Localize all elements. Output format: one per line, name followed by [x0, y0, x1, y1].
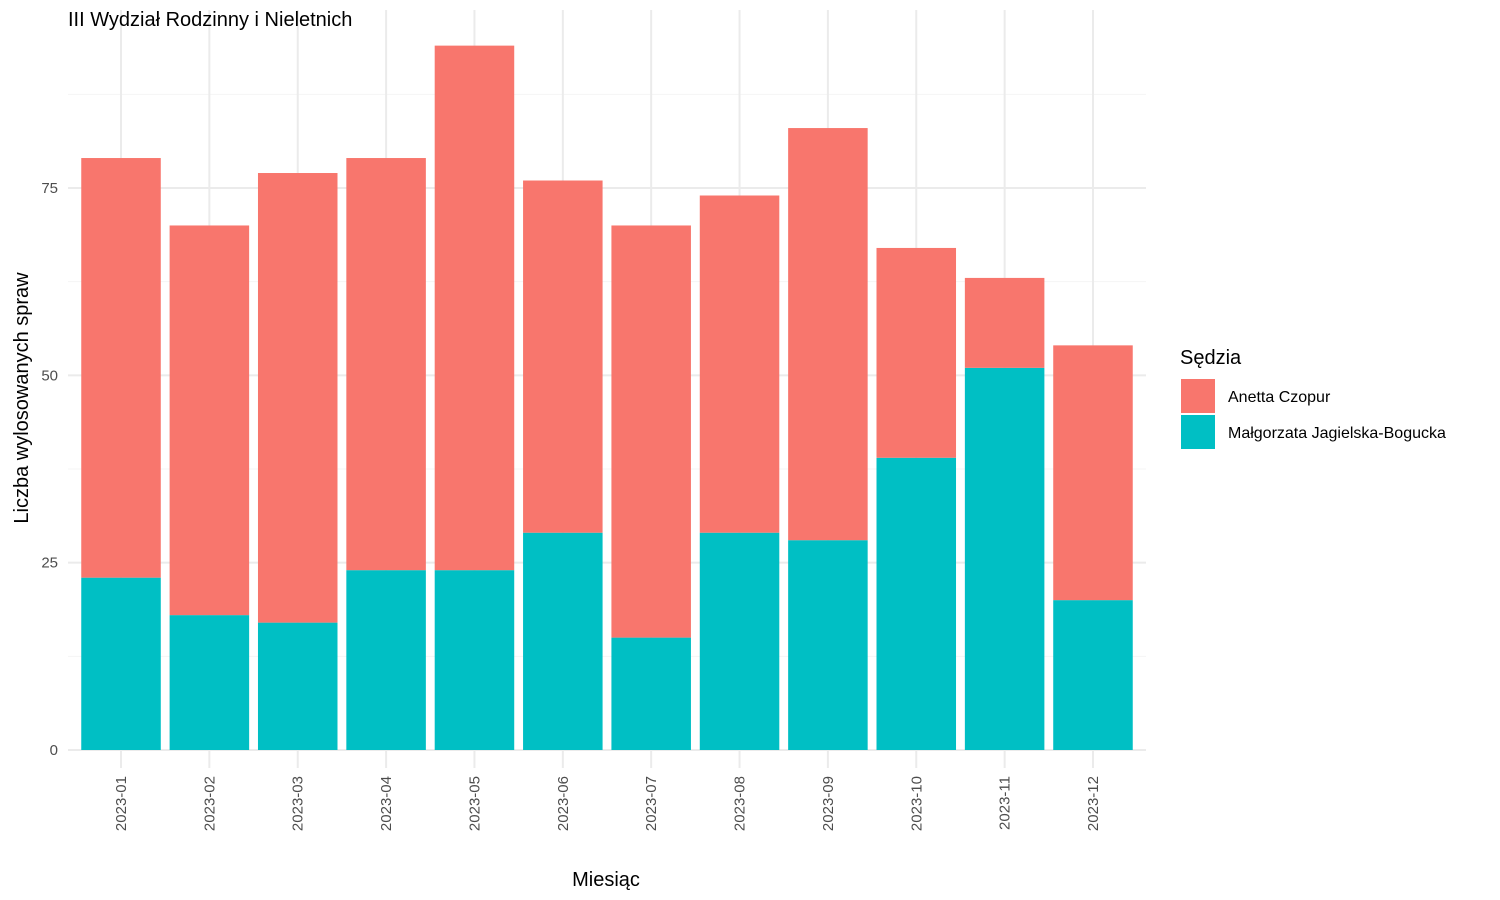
x-tick-label: 2023-01 [113, 776, 130, 831]
legend-label: Małgorzata Jagielska-Bogucka [1228, 425, 1446, 442]
legend-swatch [1181, 415, 1215, 449]
x-axis-title: Miesiąc [572, 869, 640, 891]
bar-2023-03 [257, 622, 338, 750]
bar-2023-12 [1053, 600, 1133, 750]
bar-2023-06 [523, 532, 603, 750]
bar-2023-04 [346, 158, 426, 571]
bar-2023-11 [964, 277, 1045, 368]
bar-2023-12 [1053, 345, 1133, 601]
y-tick-label: 75 [41, 180, 58, 197]
legend: Sędzia Anetta Czopur Małgorzata Jagielska… [1180, 347, 1446, 449]
bar-2023-10 [876, 247, 957, 458]
y-tick-label: 0 [50, 742, 58, 759]
y-tick-label: 50 [41, 367, 58, 384]
x-tick-label: 2023-05 [466, 776, 483, 831]
bar-2023-07 [611, 637, 691, 750]
chart-title: III Wydział Rodzinny i Nieletnich [68, 9, 352, 31]
x-tick-label: 2023-09 [820, 776, 837, 831]
bar-2023-05 [434, 45, 515, 571]
bar-2023-01 [81, 577, 161, 750]
bar-2023-11 [964, 367, 1045, 750]
bar-2023-02 [169, 615, 250, 750]
x-tick-label: 2023-02 [201, 776, 218, 831]
x-tick-label: 2023-03 [290, 776, 307, 831]
bar-2023-08 [699, 532, 780, 750]
x-axis-ticks: 2023-01 2023-02 2023-03 2023-04 2023-05 2023-… [113, 776, 1102, 831]
bars [81, 45, 1133, 750]
x-tick-label: 2023-10 [908, 776, 925, 831]
legend-label: Anetta Czopur [1228, 389, 1331, 406]
bar-2023-05 [434, 570, 515, 750]
bar-2023-07 [611, 225, 691, 638]
bar-2023-06 [523, 180, 603, 533]
bar-2023-09 [788, 540, 868, 750]
x-tick-label: 2023-06 [555, 776, 572, 831]
legend-swatch [1181, 379, 1215, 413]
x-tick-label: 2023-07 [643, 776, 660, 831]
bar-2023-10 [876, 457, 957, 750]
x-tick-label: 2023-08 [732, 776, 749, 831]
bar-2023-01 [81, 158, 161, 578]
x-tick-label: 2023-12 [1085, 776, 1102, 831]
bar-2023-04 [346, 570, 426, 750]
x-tick-label: 2023-04 [378, 776, 395, 831]
y-tick-label: 25 [41, 555, 58, 572]
x-tick-label: 2023-11 [997, 776, 1014, 830]
y-axis-ticks: 0 25 50 75 [41, 180, 58, 759]
bar-2023-09 [788, 128, 868, 541]
bar-2023-03 [257, 173, 338, 623]
bar-2023-08 [699, 195, 780, 533]
legend-title: Sędzia [1180, 347, 1242, 369]
y-axis-title: Liczba wylosowanych spraw [11, 272, 33, 524]
bar-2023-02 [169, 225, 250, 616]
